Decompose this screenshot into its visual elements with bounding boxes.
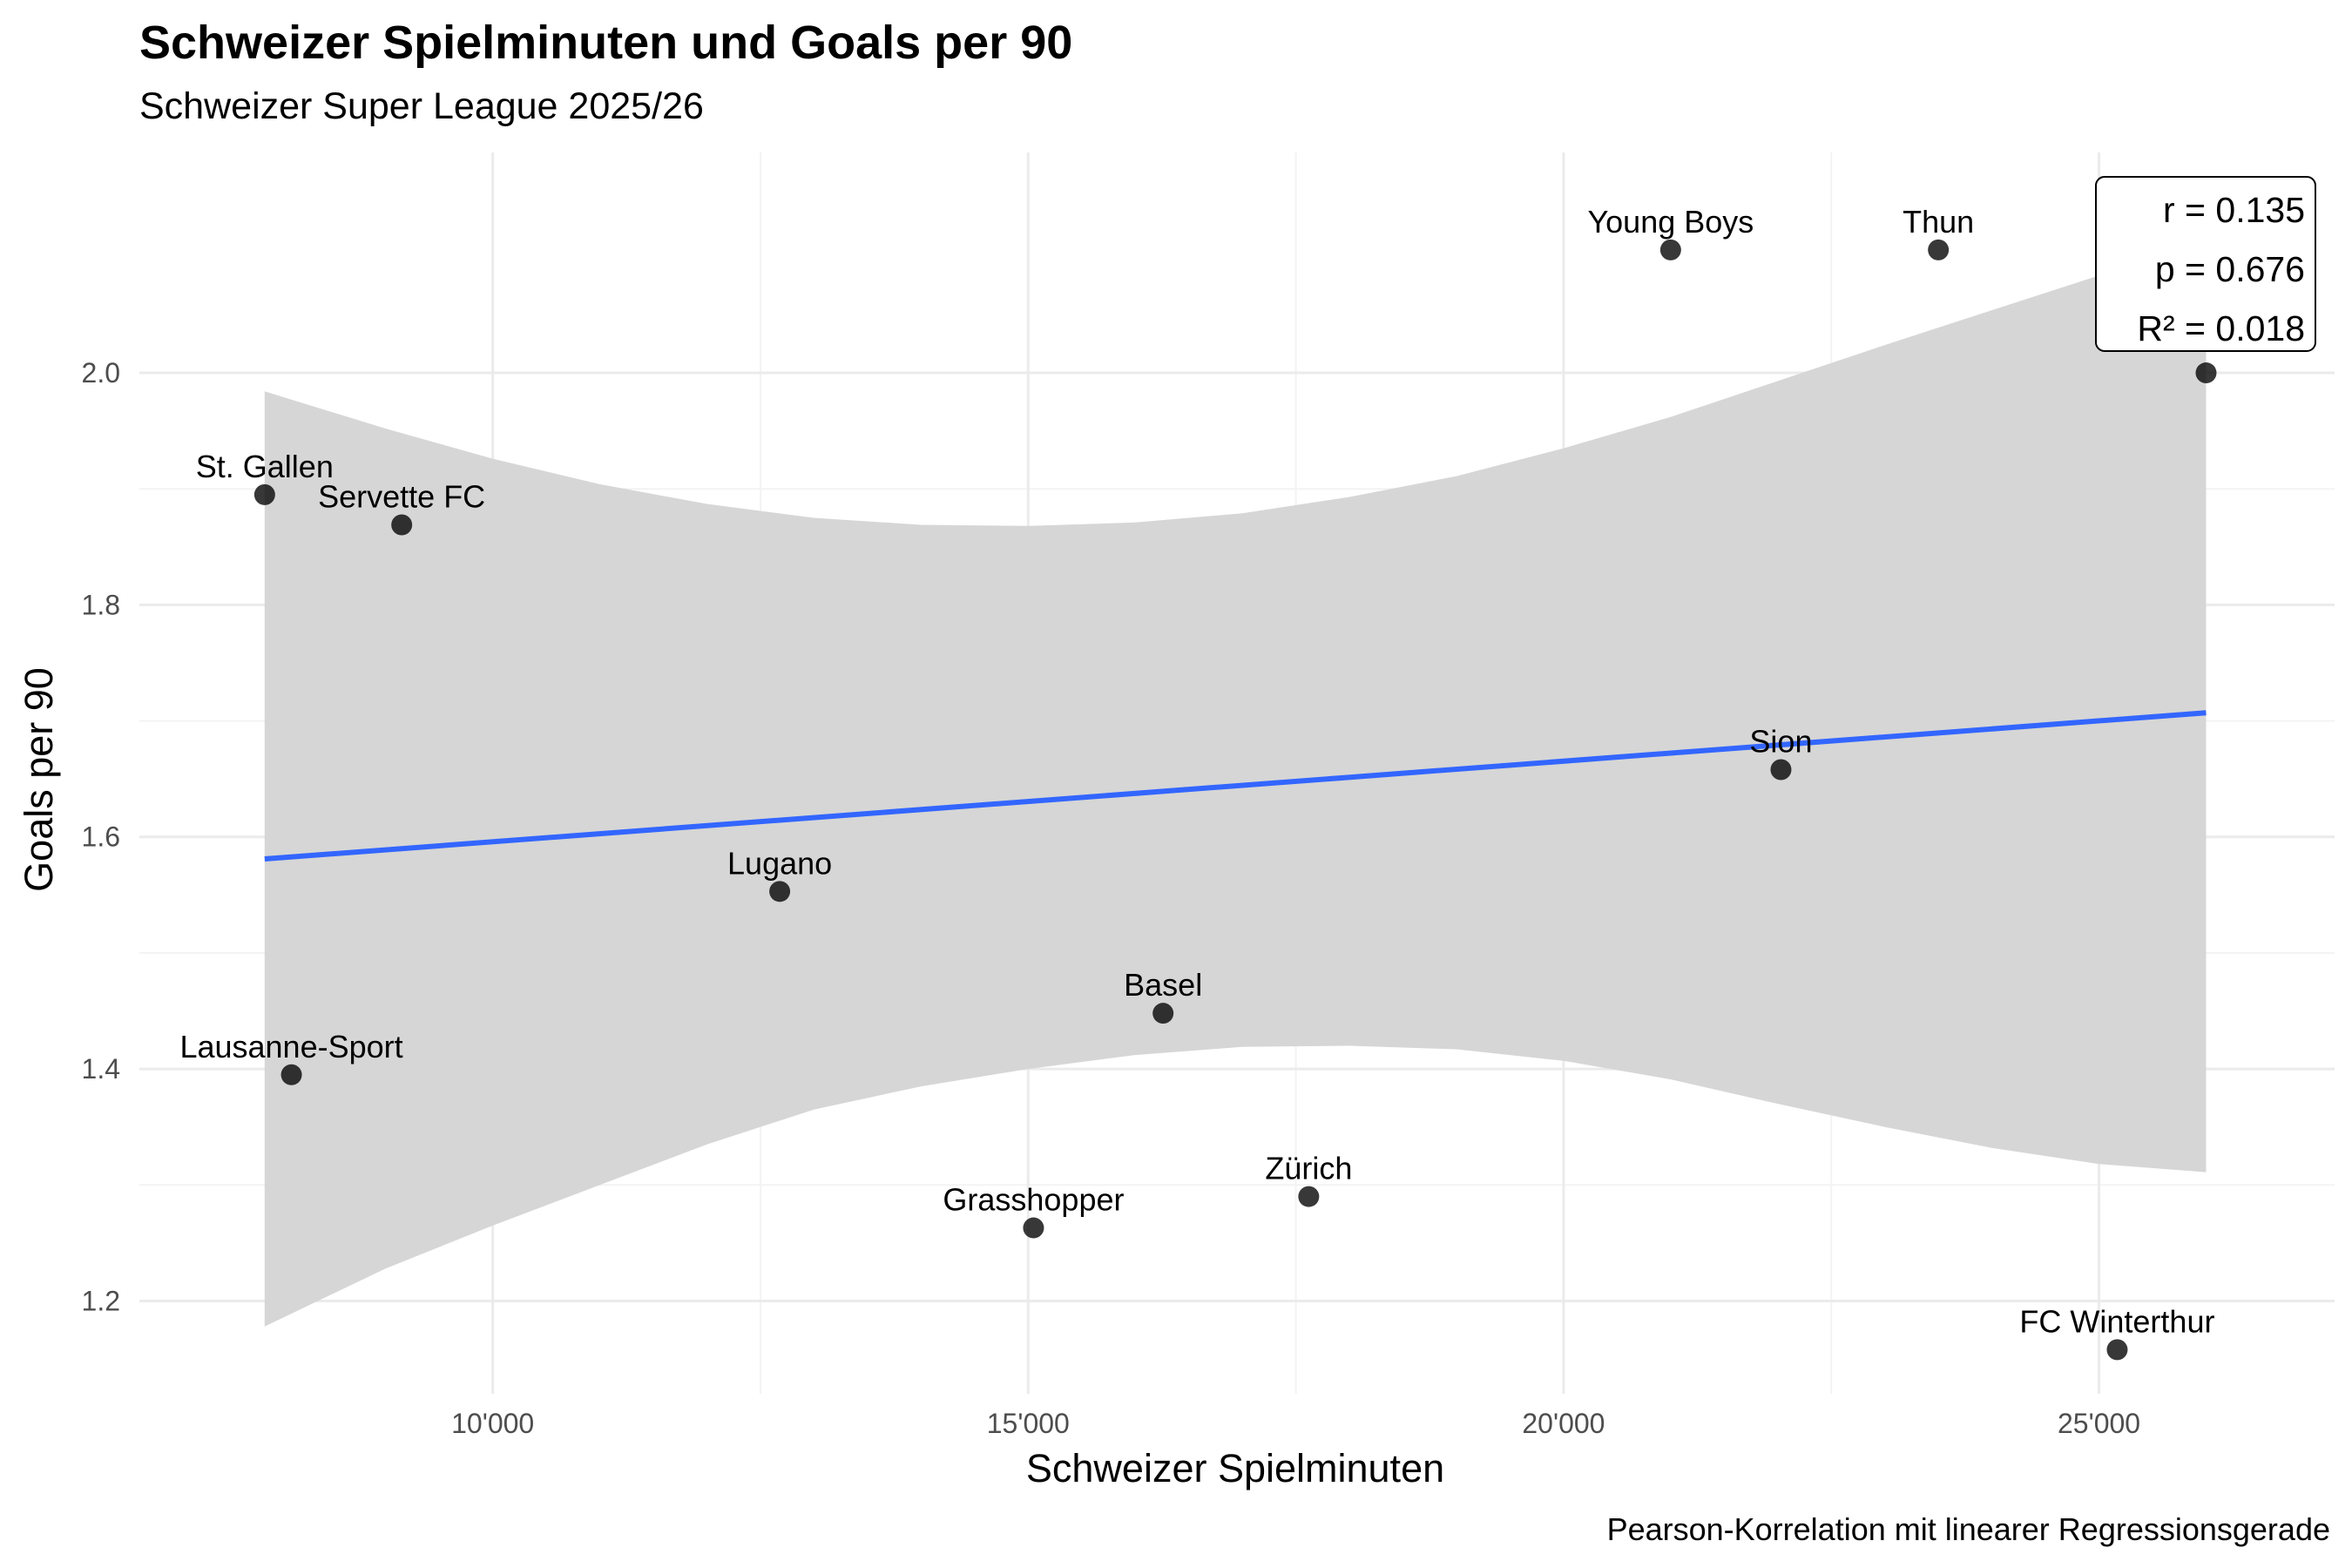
regression-line-path (264, 710, 2207, 862)
chart-title: Schweizer Spielminuten und Goals per 90 (139, 17, 1073, 69)
data-point (1928, 239, 1950, 260)
x-tick-label: 25'000 (2058, 1408, 2140, 1439)
data-points (253, 239, 2217, 1361)
data-point-label: Basel (1124, 967, 1202, 1003)
stat-r2: R² = 0.018 (2137, 308, 2305, 348)
chart-subtitle: Schweizer Super League 2025/26 (139, 85, 704, 127)
stat-r: r = 0.135 (2163, 190, 2305, 230)
chart-caption: Pearson-Korrelation mit linearer Regress… (1606, 1511, 2330, 1547)
y-tick-label: 1.2 (82, 1285, 120, 1316)
y-tick-label: 1.4 (82, 1053, 120, 1085)
data-point-label: Lugano (727, 845, 832, 881)
data-point (1770, 759, 1792, 781)
data-point (1659, 239, 1681, 260)
data-point (2195, 362, 2217, 384)
data-point (1152, 1003, 1174, 1024)
data-point (1298, 1186, 1320, 1207)
data-point-label: Thun (1903, 204, 1974, 240)
data-point-label: FC Winterthur (2019, 1303, 2214, 1339)
x-tick-label: 15'000 (987, 1408, 1070, 1439)
data-point-label: Zürich (1265, 1151, 1352, 1186)
data-point (2106, 1339, 2128, 1361)
data-point-label: Lausanne-Sport (179, 1029, 402, 1064)
data-point-label: Young Boys (1587, 204, 1754, 240)
y-tick-label: 1.8 (82, 589, 120, 620)
stats-box-frame (2095, 176, 2316, 352)
x-tick-label: 20'000 (1522, 1408, 1605, 1439)
data-point (280, 1064, 302, 1085)
data-point (253, 483, 275, 505)
stat-p: p = 0.676 (2155, 249, 2305, 289)
data-point (391, 514, 413, 536)
data-point-label: Servette FC (318, 479, 485, 515)
x-axis-label: Schweizer Spielminuten (1025, 1446, 1445, 1490)
data-point-label: Sion (1749, 724, 1812, 760)
confidence-band-area (264, 253, 2207, 1327)
data-point (1023, 1217, 1044, 1239)
axis-ticks: 10'000 15'000 20'000 25'000 1.2 1.4 1.6 1.8 2.0 (82, 357, 2141, 1439)
data-point-label: Grasshopper (943, 1182, 1124, 1218)
y-tick-label: 2.0 (82, 357, 120, 389)
data-point-label: St. Gallen (196, 449, 334, 484)
y-tick-label: 1.6 (82, 821, 120, 853)
x-tick-label: 10'000 (451, 1408, 534, 1439)
stats-box: r = 0.135 p = 0.676 R² = 0.018 (2095, 176, 2316, 352)
regression-line (264, 710, 2207, 862)
data-point (769, 881, 791, 902)
confidence-band (264, 253, 2207, 1327)
